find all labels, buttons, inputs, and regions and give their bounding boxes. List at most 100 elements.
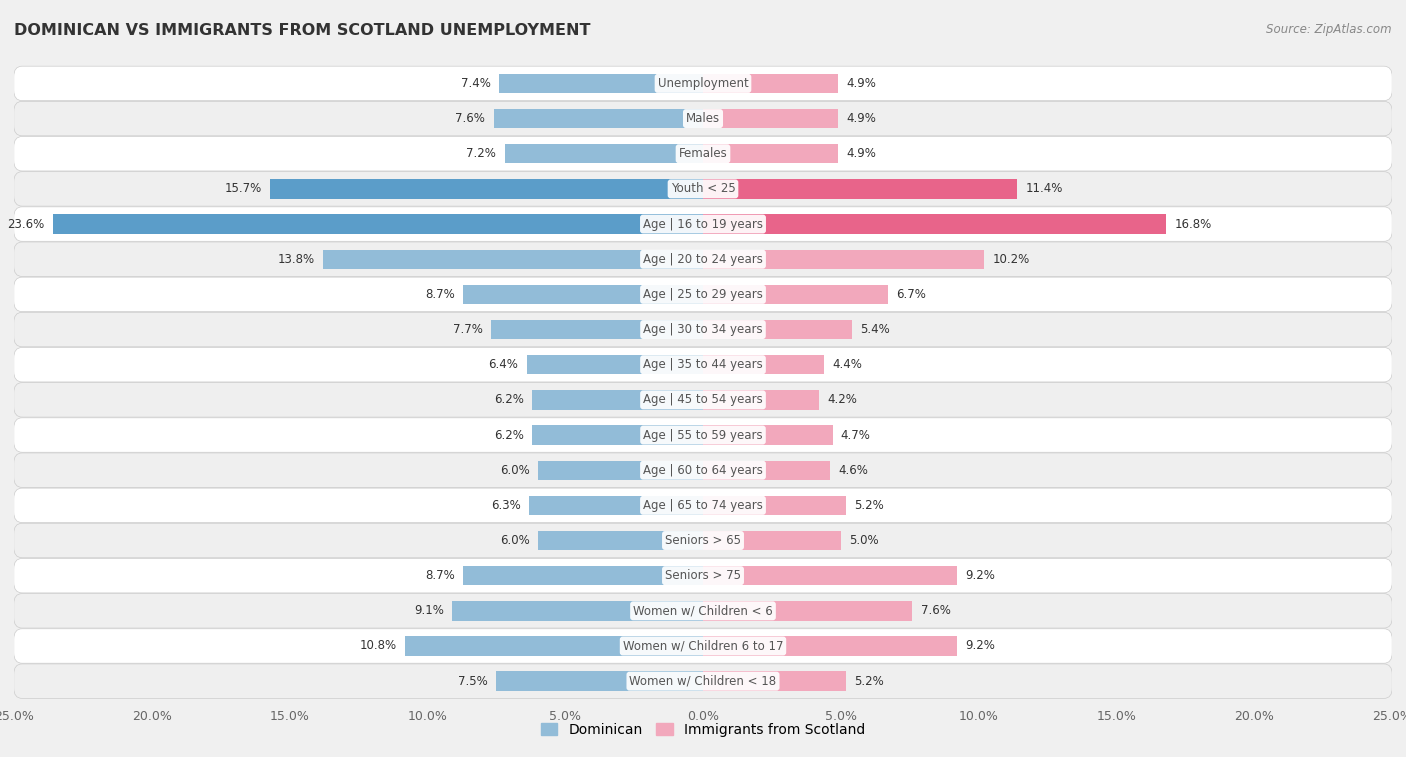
Bar [703, 144, 838, 164]
Bar [703, 390, 818, 410]
Text: 7.2%: 7.2% [467, 148, 496, 160]
FancyBboxPatch shape [14, 277, 1392, 312]
Bar [703, 320, 852, 339]
Text: 7.7%: 7.7% [453, 323, 482, 336]
Text: Males: Males [686, 112, 720, 125]
FancyBboxPatch shape [14, 523, 1392, 558]
Bar [530, 496, 703, 515]
Text: 5.0%: 5.0% [849, 534, 879, 547]
Text: 7.6%: 7.6% [921, 604, 950, 617]
Bar [703, 250, 984, 269]
Bar [270, 179, 703, 198]
Text: 10.2%: 10.2% [993, 253, 1029, 266]
FancyBboxPatch shape [14, 347, 1392, 382]
Text: Age | 25 to 29 years: Age | 25 to 29 years [643, 288, 763, 301]
Bar [491, 320, 703, 339]
Text: 6.0%: 6.0% [499, 464, 530, 477]
FancyBboxPatch shape [14, 207, 1392, 241]
FancyBboxPatch shape [14, 136, 1392, 171]
Text: Age | 30 to 34 years: Age | 30 to 34 years [643, 323, 763, 336]
Text: 8.7%: 8.7% [425, 569, 456, 582]
Bar [703, 285, 887, 304]
Text: Age | 16 to 19 years: Age | 16 to 19 years [643, 217, 763, 231]
Text: 15.7%: 15.7% [225, 182, 262, 195]
Bar [531, 390, 703, 410]
Text: 5.4%: 5.4% [860, 323, 890, 336]
Text: Age | 65 to 74 years: Age | 65 to 74 years [643, 499, 763, 512]
Bar [323, 250, 703, 269]
FancyBboxPatch shape [14, 382, 1392, 417]
Bar [703, 671, 846, 691]
FancyBboxPatch shape [14, 313, 1392, 347]
Bar [703, 531, 841, 550]
Text: Age | 20 to 24 years: Age | 20 to 24 years [643, 253, 763, 266]
Bar [531, 425, 703, 444]
Text: Age | 45 to 54 years: Age | 45 to 54 years [643, 394, 763, 407]
Text: 4.9%: 4.9% [846, 148, 876, 160]
Text: 6.0%: 6.0% [499, 534, 530, 547]
Text: 8.7%: 8.7% [425, 288, 456, 301]
Bar [703, 425, 832, 444]
Text: Age | 60 to 64 years: Age | 60 to 64 years [643, 464, 763, 477]
Text: 7.6%: 7.6% [456, 112, 485, 125]
Bar [463, 285, 703, 304]
Text: Age | 35 to 44 years: Age | 35 to 44 years [643, 358, 763, 371]
FancyBboxPatch shape [14, 559, 1392, 593]
Text: 6.3%: 6.3% [491, 499, 522, 512]
Text: 7.4%: 7.4% [461, 77, 491, 90]
Legend: Dominican, Immigrants from Scotland: Dominican, Immigrants from Scotland [534, 717, 872, 742]
Bar [703, 179, 1017, 198]
Text: 5.2%: 5.2% [855, 674, 884, 687]
Text: 10.8%: 10.8% [360, 640, 396, 653]
FancyBboxPatch shape [14, 101, 1392, 136]
Text: 16.8%: 16.8% [1174, 217, 1212, 231]
FancyBboxPatch shape [14, 66, 1392, 101]
Bar [499, 73, 703, 93]
Text: Seniors > 65: Seniors > 65 [665, 534, 741, 547]
Text: 4.6%: 4.6% [838, 464, 868, 477]
Text: DOMINICAN VS IMMIGRANTS FROM SCOTLAND UNEMPLOYMENT: DOMINICAN VS IMMIGRANTS FROM SCOTLAND UN… [14, 23, 591, 38]
Text: 6.2%: 6.2% [494, 428, 524, 441]
Bar [494, 109, 703, 128]
Text: Women w/ Children < 6: Women w/ Children < 6 [633, 604, 773, 617]
Text: 4.9%: 4.9% [846, 77, 876, 90]
Bar [703, 637, 956, 656]
FancyBboxPatch shape [14, 172, 1392, 206]
Text: 5.2%: 5.2% [855, 499, 884, 512]
Text: 11.4%: 11.4% [1025, 182, 1063, 195]
Text: 13.8%: 13.8% [277, 253, 315, 266]
Text: 9.1%: 9.1% [415, 604, 444, 617]
Text: Women w/ Children < 18: Women w/ Children < 18 [630, 674, 776, 687]
Text: Youth < 25: Youth < 25 [671, 182, 735, 195]
Bar [405, 637, 703, 656]
Bar [537, 460, 703, 480]
Bar [703, 109, 838, 128]
Bar [703, 460, 830, 480]
Text: 4.7%: 4.7% [841, 428, 870, 441]
Bar [537, 531, 703, 550]
Text: 9.2%: 9.2% [965, 640, 994, 653]
Text: 6.2%: 6.2% [494, 394, 524, 407]
Text: 9.2%: 9.2% [965, 569, 994, 582]
FancyBboxPatch shape [14, 242, 1392, 276]
Text: 23.6%: 23.6% [7, 217, 45, 231]
Text: 4.9%: 4.9% [846, 112, 876, 125]
Text: 7.5%: 7.5% [458, 674, 488, 687]
Text: Females: Females [679, 148, 727, 160]
Text: Source: ZipAtlas.com: Source: ZipAtlas.com [1267, 23, 1392, 36]
Bar [703, 496, 846, 515]
Bar [505, 144, 703, 164]
Bar [703, 355, 824, 375]
FancyBboxPatch shape [14, 418, 1392, 452]
Text: Seniors > 75: Seniors > 75 [665, 569, 741, 582]
Bar [463, 566, 703, 585]
Bar [703, 601, 912, 621]
Text: 6.7%: 6.7% [896, 288, 925, 301]
FancyBboxPatch shape [14, 453, 1392, 488]
Bar [703, 566, 956, 585]
Text: 4.2%: 4.2% [827, 394, 856, 407]
FancyBboxPatch shape [14, 488, 1392, 522]
FancyBboxPatch shape [14, 664, 1392, 699]
Bar [52, 214, 703, 234]
Text: 4.4%: 4.4% [832, 358, 862, 371]
